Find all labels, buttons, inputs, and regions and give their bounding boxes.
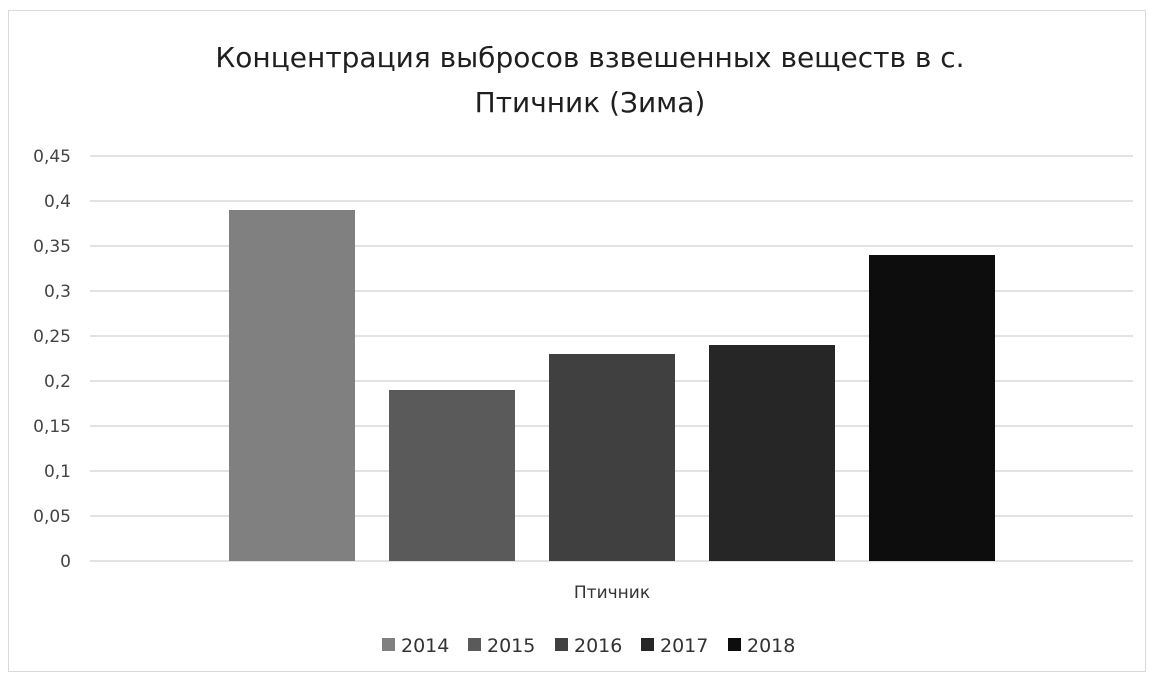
y-axis-ticks: 0 0,05 0,1 0,15 0,2 0,25 0,3 0,35 0,4 0,45 xyxy=(33,147,71,572)
legend-swatch-2014 xyxy=(382,638,395,651)
y-tick-label: 0,4 xyxy=(44,192,71,212)
legend-swatch-2018 xyxy=(728,638,741,651)
legend-swatch-2015 xyxy=(468,638,481,651)
bar-2016 xyxy=(549,354,675,561)
bar-2018 xyxy=(869,255,995,561)
y-tick-label: 0,3 xyxy=(44,282,71,302)
y-tick-label: 0,2 xyxy=(44,372,71,392)
chart-title-line-1: Концентрация выбросов взвешенных веществ… xyxy=(215,41,964,74)
bar-2017 xyxy=(709,345,835,561)
bar-2014 xyxy=(229,210,355,561)
legend-label-2018: 2018 xyxy=(747,635,795,657)
legend: 2014 2015 2016 2017 2018 xyxy=(382,635,795,657)
legend-label-2016: 2016 xyxy=(574,635,622,657)
y-tick-label: 0,45 xyxy=(33,147,71,167)
legend-label-2014: 2014 xyxy=(401,635,449,657)
y-tick-label: 0,15 xyxy=(33,417,71,437)
legend-swatch-2016 xyxy=(555,638,568,651)
chart-title-line-2: Птичник (Зима) xyxy=(475,86,706,119)
y-tick-label: 0 xyxy=(60,552,71,572)
bar-2015 xyxy=(389,390,515,561)
x-category-label: Птичник xyxy=(574,583,650,603)
y-tick-label: 0,05 xyxy=(33,507,71,527)
y-tick-label: 0,35 xyxy=(33,237,71,257)
legend-label-2015: 2015 xyxy=(487,635,535,657)
y-tick-label: 0,1 xyxy=(44,462,71,482)
bars xyxy=(229,210,995,561)
legend-label-2017: 2017 xyxy=(660,635,708,657)
y-tick-label: 0,25 xyxy=(33,327,71,347)
legend-swatch-2017 xyxy=(641,638,654,651)
